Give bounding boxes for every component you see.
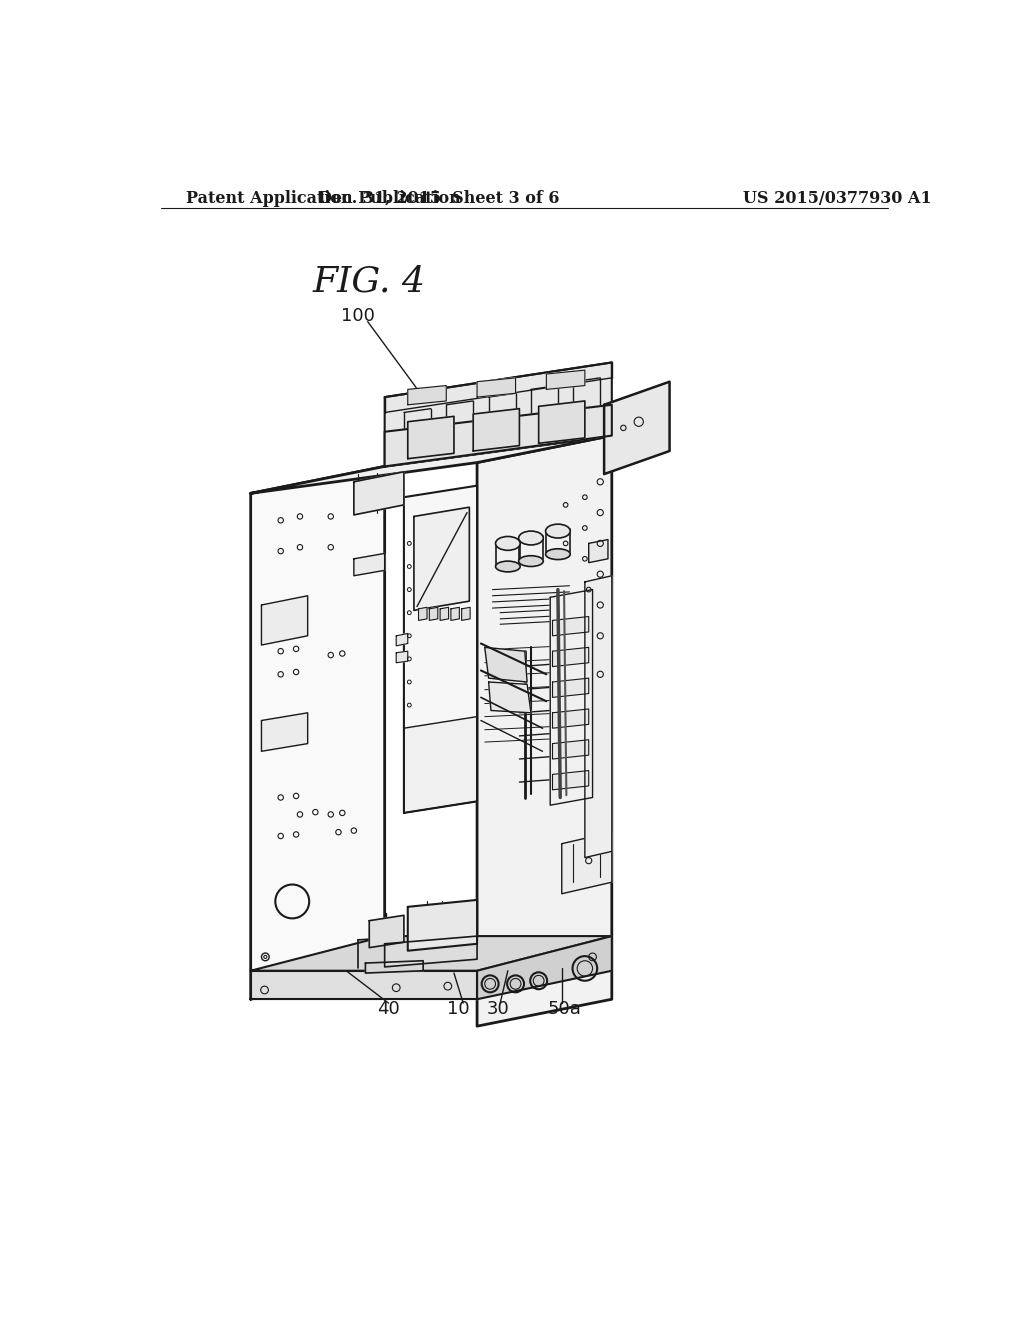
Ellipse shape — [496, 536, 520, 550]
Polygon shape — [553, 616, 589, 636]
Polygon shape — [354, 471, 403, 515]
Ellipse shape — [518, 531, 544, 545]
Polygon shape — [553, 739, 589, 759]
Polygon shape — [251, 970, 477, 999]
Polygon shape — [396, 651, 408, 663]
Polygon shape — [408, 900, 477, 950]
Polygon shape — [403, 486, 477, 813]
Polygon shape — [354, 474, 385, 508]
Text: 50a: 50a — [547, 1001, 581, 1018]
Polygon shape — [539, 401, 585, 444]
Polygon shape — [251, 466, 385, 999]
Polygon shape — [408, 416, 454, 459]
Polygon shape — [484, 647, 527, 682]
Polygon shape — [419, 607, 427, 620]
Polygon shape — [585, 576, 611, 858]
Ellipse shape — [546, 524, 570, 539]
Polygon shape — [553, 678, 589, 697]
Polygon shape — [414, 507, 469, 610]
Polygon shape — [366, 961, 423, 973]
Ellipse shape — [546, 549, 570, 560]
Polygon shape — [385, 936, 477, 966]
Ellipse shape — [518, 556, 544, 566]
Polygon shape — [385, 363, 611, 466]
Polygon shape — [408, 385, 446, 405]
Text: 100: 100 — [341, 308, 375, 325]
Text: US 2015/0377930 A1: US 2015/0377930 A1 — [742, 190, 932, 207]
Polygon shape — [403, 717, 477, 813]
Text: FIG. 4: FIG. 4 — [312, 264, 426, 298]
Polygon shape — [396, 634, 408, 645]
Polygon shape — [604, 381, 670, 474]
Polygon shape — [251, 436, 611, 494]
Polygon shape — [553, 771, 589, 789]
Polygon shape — [261, 595, 307, 645]
Polygon shape — [562, 832, 611, 894]
Polygon shape — [385, 405, 611, 466]
Polygon shape — [462, 607, 470, 620]
Polygon shape — [261, 713, 307, 751]
Polygon shape — [488, 682, 531, 713]
Polygon shape — [473, 409, 519, 451]
Text: 10: 10 — [447, 1001, 470, 1018]
Polygon shape — [429, 607, 438, 620]
Text: 40: 40 — [377, 1001, 400, 1018]
Polygon shape — [477, 936, 611, 999]
Polygon shape — [477, 436, 611, 1026]
Polygon shape — [553, 647, 589, 667]
Polygon shape — [370, 915, 403, 948]
Polygon shape — [477, 378, 515, 397]
Polygon shape — [354, 553, 385, 576]
Polygon shape — [451, 607, 460, 620]
Ellipse shape — [496, 561, 520, 572]
Text: Dec. 31, 2015  Sheet 3 of 6: Dec. 31, 2015 Sheet 3 of 6 — [317, 190, 559, 207]
Polygon shape — [589, 540, 608, 562]
Text: 30: 30 — [486, 1001, 509, 1018]
Circle shape — [264, 956, 267, 958]
Polygon shape — [251, 936, 611, 970]
Text: Patent Application Publication: Patent Application Publication — [186, 190, 461, 207]
Polygon shape — [440, 607, 449, 620]
Polygon shape — [550, 590, 593, 805]
Polygon shape — [547, 370, 585, 389]
Polygon shape — [553, 709, 589, 729]
